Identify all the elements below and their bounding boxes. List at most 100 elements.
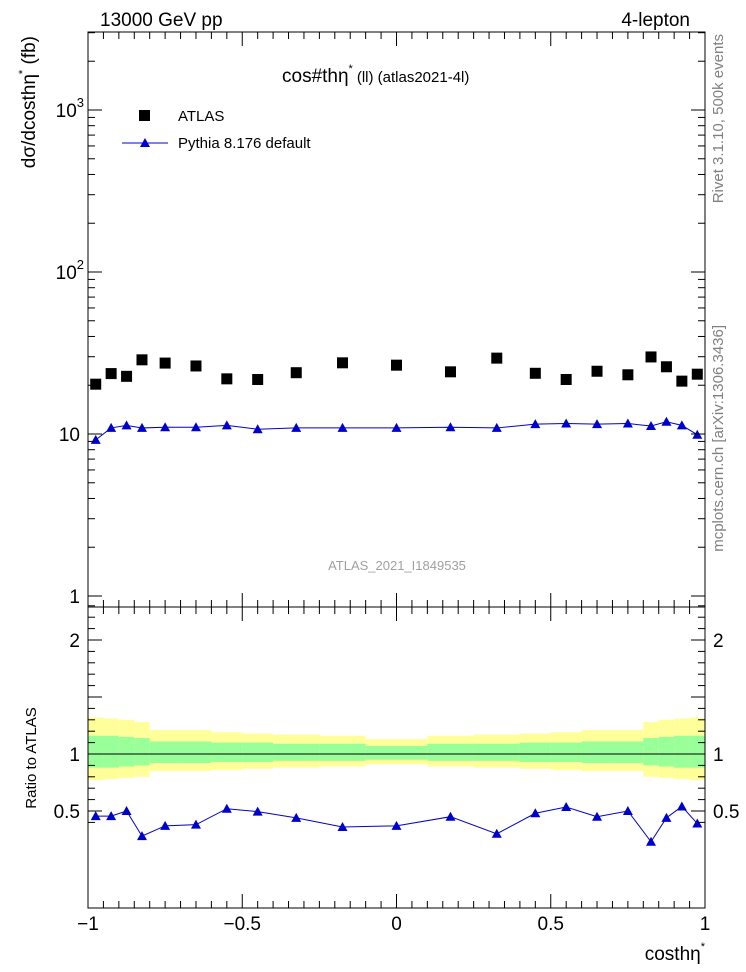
atlas-point [90,378,102,390]
ratio-inner-band [550,742,582,762]
atlas-point [290,367,302,379]
analysis-watermark: ATLAS_2021_I1849535 [328,558,466,573]
ratio-y-axis-label: Ratio to ATLAS [23,707,40,808]
ratio-inner-band [365,746,428,760]
legend-atlas-marker [139,110,150,121]
ratio-inner-band [149,741,181,764]
main-y-tick-label: 1 [69,587,80,608]
pythia-point [291,422,302,432]
ratio-axes: 0.5 0.5 1 1 2 2 −1 −0.5 0 0.5 1 [54,605,739,935]
ratio-inner-band [242,742,274,762]
main-axes: 1 10 102 103 [56,32,706,608]
atlas-point [190,360,202,372]
ratio-pythia-point [252,806,263,816]
header-left-label: 13000 GeV pp [100,10,223,31]
pythia-point [445,422,456,432]
ratio-pythia-point [561,802,572,812]
atlas-point [337,357,349,369]
ratio-y-tick-label: 0.5 [54,802,80,823]
pythia-point [622,418,633,428]
ratio-inner-band [427,743,474,761]
atlas-point [560,373,572,385]
ratio-pythia-point [391,820,402,830]
ratio-inner-band [581,741,613,764]
pythia-point [252,424,263,434]
ratio-pythia-point [661,812,672,822]
ratio-pythia-point [676,801,687,811]
main-y-tick-label: 10 [59,425,80,446]
rivet-side-label: Rivet 3.1.10, 500k events [710,34,727,203]
pythia-point [160,422,171,432]
pythia-point [676,420,687,430]
pythia-point [491,422,502,432]
pythia-point [592,419,603,429]
ratio-y-tick-label-right: 2 [713,631,724,652]
pythia-point [136,422,147,432]
atlas-point [660,361,672,373]
x-tick-label: 0 [391,914,402,935]
ratio-pythia-point [106,811,117,821]
ratio-pythia-point [592,811,603,821]
pythia-point [221,420,232,430]
ratio-pythia-point [90,811,101,821]
pythia-point [661,416,672,426]
x-tick-label: −1 [77,914,99,935]
ratio-pythia-point [221,803,232,813]
atlas-point [136,354,148,366]
ratio-pythia-point [337,821,348,831]
ratio-inner-band [473,743,520,761]
ratio-inner-band [273,743,320,761]
atlas-point [645,351,657,363]
ratio-inner-band [674,735,690,768]
ratio-inner-band [180,741,212,764]
atlas-point [622,369,634,381]
pythia-point [646,421,657,431]
ratio-inner-band [519,742,551,762]
atlas-point [676,375,688,387]
main-y-tick-label: 102 [56,257,84,284]
ratio-inner-band [319,743,366,761]
ratio-plot-border [87,606,706,909]
atlas-point [444,366,456,378]
pythia-point [121,420,132,430]
ratio-inner-band [103,735,119,768]
pythia-point [530,419,541,429]
header-right-label: 4-lepton [621,10,690,31]
atlas-point [221,373,233,385]
ratio-inner-band [134,738,150,766]
ratio-pythia-point [190,819,201,829]
ratio-inner-band [689,735,705,768]
atlas-point [691,368,703,380]
ratio-y-tick-label-right: 0.5 [713,802,739,823]
atlas-point [105,368,117,380]
main-y-axis-label: dσ/dcosthη* (fb) [17,36,40,168]
ratio-pythia-point [622,806,633,815]
legend-pythia-label: Pythia 8.176 default [178,135,311,152]
x-tick-label: 0.5 [538,914,564,935]
x-axis-label: costhη* [645,941,706,965]
atlas-point [591,365,603,377]
mcplots-side-label: mcplots.cern.ch [arXiv:1306.3436] [710,325,727,552]
ratio-inner-band [658,736,675,767]
ratio-inner-band [643,738,659,766]
ratio-y-tick-label: 1 [69,745,80,766]
pythia-point [391,422,402,432]
ratio-y-tick-label: 2 [69,631,80,652]
legend-pythia-marker [140,138,150,147]
pythia-point [106,422,117,432]
ratio-pythia-point [646,836,657,846]
ratio-pythia-point [160,820,171,830]
main-y-tick-label: 103 [56,95,84,122]
atlas-point [159,357,171,369]
main-panel: 1 10 102 103 cos#thη* (ll) (atlas2021-4l) dσ… [17,31,706,608]
ratio-pythia-point [530,808,541,818]
ratio-inner-band [612,741,644,764]
ratio-inner-band [88,735,104,768]
ratio-y-tick-label-right: 1 [713,745,724,766]
pythia-point [561,418,572,428]
main-plot-title: cos#thη* (ll) (atlas2021-4l) [282,63,469,87]
ratio-pythia-point [291,812,302,822]
ratio-pythia-point [445,811,456,821]
x-tick-label: 1 [700,914,711,935]
